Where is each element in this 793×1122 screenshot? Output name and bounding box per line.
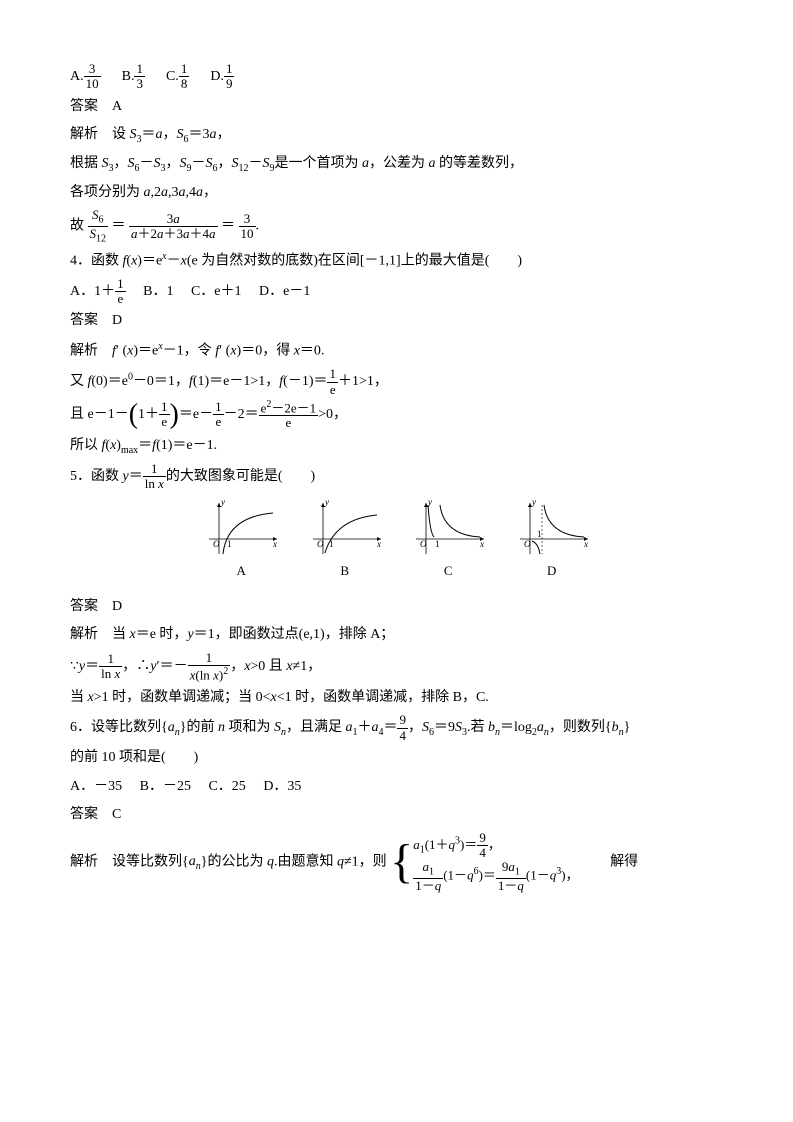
q4-e2: 又 f(0)＝e0－0＝1，f(1)＝e－1>1，f(－1)＝1e＋1>1， [70,367,723,397]
svg-text:y: y [324,499,329,507]
chart-c: y O 1 x [408,499,488,559]
q5-charts: y O 1 x A y O 1 x B [70,499,723,586]
q4-e1: 解析f′ (x)＝ex－1，令 f′ (x)＝0，得 x＝0. [70,337,723,365]
q6-stem2: 的前 10 项和是( ) [70,745,723,772]
q5-stem: 5．函数 y＝1ln x的大致图象可能是( ) [70,462,723,492]
svg-text:x: x [376,539,381,549]
chart-d: y O 1 x [512,499,592,559]
chart-b: y O 1 x [305,499,385,559]
svg-text:O: O [213,539,220,549]
q5-answer: 答案D [70,594,723,621]
q4-e4: 所以 f(x)max＝f(1)＝e－1. [70,433,723,460]
chart-a: y O 1 x [201,499,281,559]
svg-text:y: y [220,499,225,507]
svg-text:O: O [420,539,427,549]
q5-e1: 解析当 x＝e 时，y＝1，即函数过点(e,1)，排除 A； [70,622,723,649]
q5-e2: ∵y＝1ln x，∴y′＝－1x(ln x)2，x>0 且 x≠1， [70,651,723,683]
svg-text:x: x [272,539,277,549]
q3-exp1: 解析设 S3＝a，S6＝3a， [70,122,723,149]
q3-choices: A.310 B.13 C.18 D.19 [70,62,723,92]
q4-e3: 且 e－1－(1＋1e)＝e－1e－2＝e2－2e－1e>0， [70,399,723,431]
q3-answer: 答案A [70,94,723,121]
svg-text:x: x [479,539,484,549]
svg-text:y: y [531,499,536,507]
svg-text:x: x [583,539,588,549]
q4-stem: 4．函数 f(x)＝ex－x(e 为自然对数的底数)在区间[－1,1]上的最大值… [70,247,723,275]
q3-exp2: 根据 S3，S6－S3，S9－S6，S12－S9是一个首项为 a，公差为 a 的… [70,151,723,178]
q6-exp: 解析设等比数列{an}的公比为 q.由题意知 q≠1，则 { a1(1＋q3)＝… [70,831,723,893]
svg-text:O: O [524,539,531,549]
q5-e3: 当 x>1 时，函数单调递减；当 0<x<1 时，函数单调递减，排除 B，C. [70,685,723,712]
q6-choices: A．－35 B．－25 C．25 D．35 [70,774,723,801]
svg-text:1: 1 [329,539,334,549]
q4-answer: 答案D [70,308,723,335]
svg-text:O: O [317,539,324,549]
q6-answer: 答案C [70,802,723,829]
q6-stem: 6．设等比数列{an}的前 n 项和为 Sn，且满足 a1＋a4＝94，S6＝9… [70,713,723,743]
svg-text:y: y [427,499,432,507]
q4-choices: A．1＋1e B．1 C．e＋1 D．e－1 [70,277,723,307]
q3-exp3: 各项分别为 a,2a,3a,4a， [70,180,723,207]
svg-text:1: 1 [537,529,542,539]
svg-text:1: 1 [227,539,232,549]
q3-exp4: 故 S6S12 ＝ 3aa＋2a＋3a＋4a ＝ 310. [70,208,723,244]
svg-text:1: 1 [435,539,440,549]
